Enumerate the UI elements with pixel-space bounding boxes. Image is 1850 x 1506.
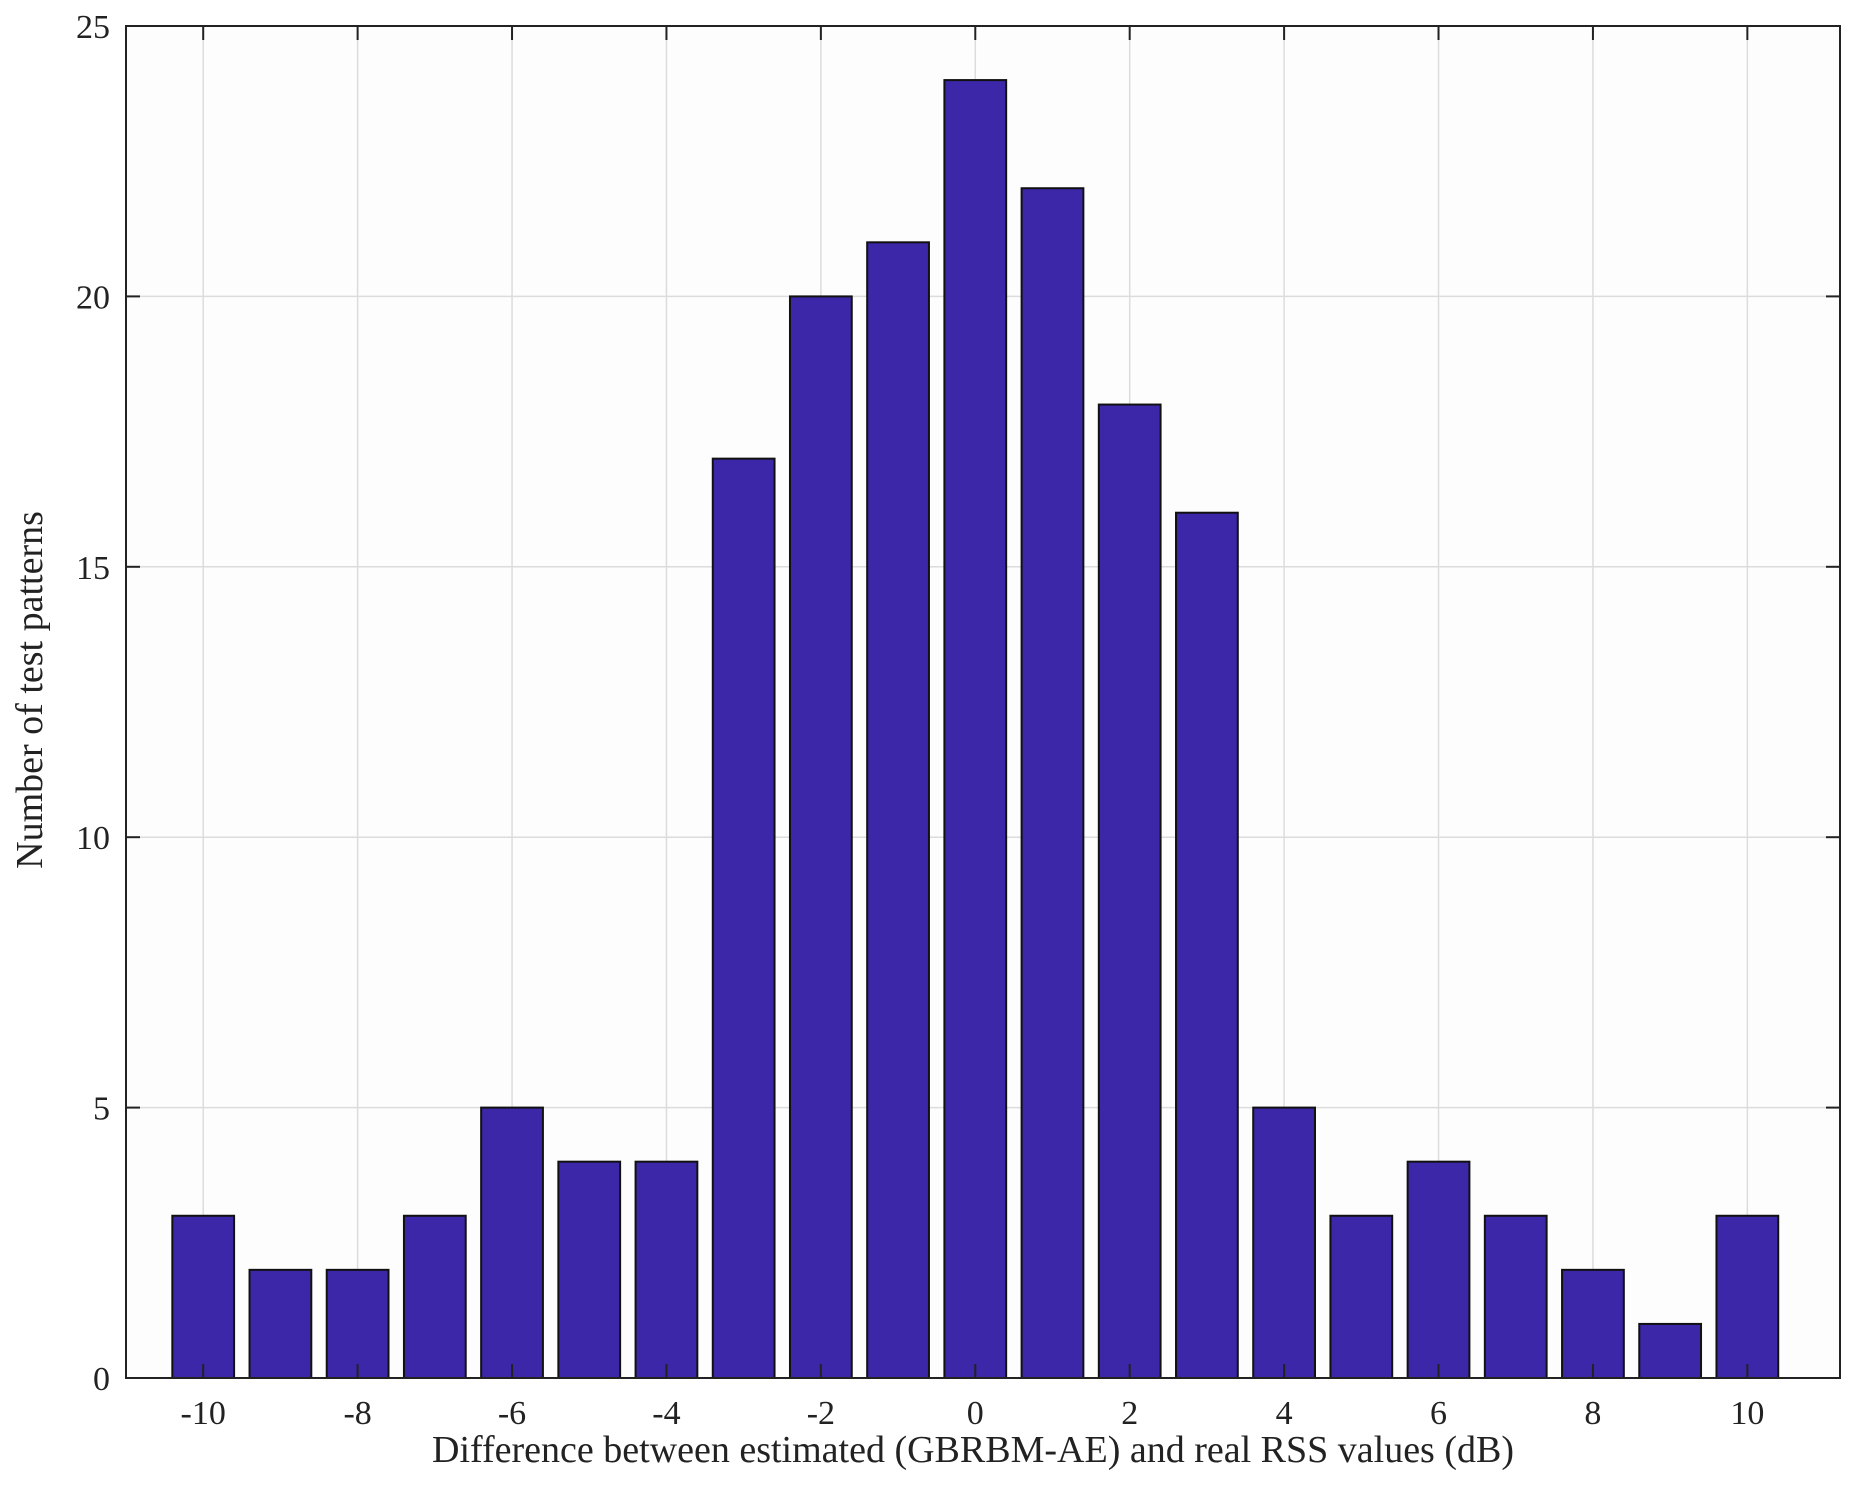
x-tick-label: 4: [1276, 1395, 1293, 1432]
bar: [480, 1106, 544, 1379]
y-tick-label: 5: [93, 1091, 110, 1128]
bar: [1638, 1322, 1703, 1380]
bar: [943, 79, 1008, 1380]
x-tick-label: -8: [343, 1395, 371, 1432]
x-tick-label: 10: [1730, 1395, 1764, 1432]
bar: [402, 1214, 467, 1380]
bar: [1406, 1160, 1471, 1380]
bar: [634, 1160, 699, 1380]
bar: [1561, 1268, 1625, 1379]
x-tick-label: 2: [1121, 1395, 1138, 1432]
x-tick-label: -2: [807, 1395, 835, 1432]
y-tick-label: 15: [76, 550, 110, 587]
bar: [866, 241, 930, 1380]
bar: [1175, 511, 1239, 1379]
y-tick-label: 25: [76, 9, 110, 46]
bar: [1329, 1214, 1394, 1380]
bar: [171, 1214, 236, 1380]
bar: [248, 1268, 313, 1379]
bar: [557, 1160, 622, 1380]
bar: [1483, 1214, 1548, 1380]
x-tick-label: -10: [181, 1395, 226, 1432]
plot-frame: [125, 25, 1841, 1379]
x-axis-title: Difference between estimated (GBRBM-AE) …: [432, 1429, 1514, 1471]
x-tick-label: -6: [498, 1395, 526, 1432]
tick-labels: -10 -8 -6 -4 -2 0 2 4 6 8 10 0 5 10 15 20 25: [76, 9, 1764, 1432]
x-tick-label: 6: [1430, 1395, 1447, 1432]
y-tick-label: 10: [76, 820, 110, 857]
axis-ticks: [126, 25, 1840, 1379]
bars: [171, 79, 1780, 1380]
bar: [1715, 1214, 1780, 1380]
y-tick-label: 0: [93, 1361, 110, 1398]
bar: [1097, 403, 1162, 1379]
x-tick-label: 0: [967, 1395, 984, 1432]
x-tick-label: -4: [652, 1395, 680, 1432]
bar: [1020, 187, 1085, 1380]
y-tick-label: 20: [76, 279, 110, 316]
bar: [1252, 1106, 1316, 1379]
x-tick-label: 8: [1584, 1395, 1601, 1432]
y-axis-title: Number of test patterns: [9, 511, 51, 869]
bar: [711, 457, 776, 1379]
bar: [325, 1268, 390, 1379]
bar: [788, 295, 853, 1379]
